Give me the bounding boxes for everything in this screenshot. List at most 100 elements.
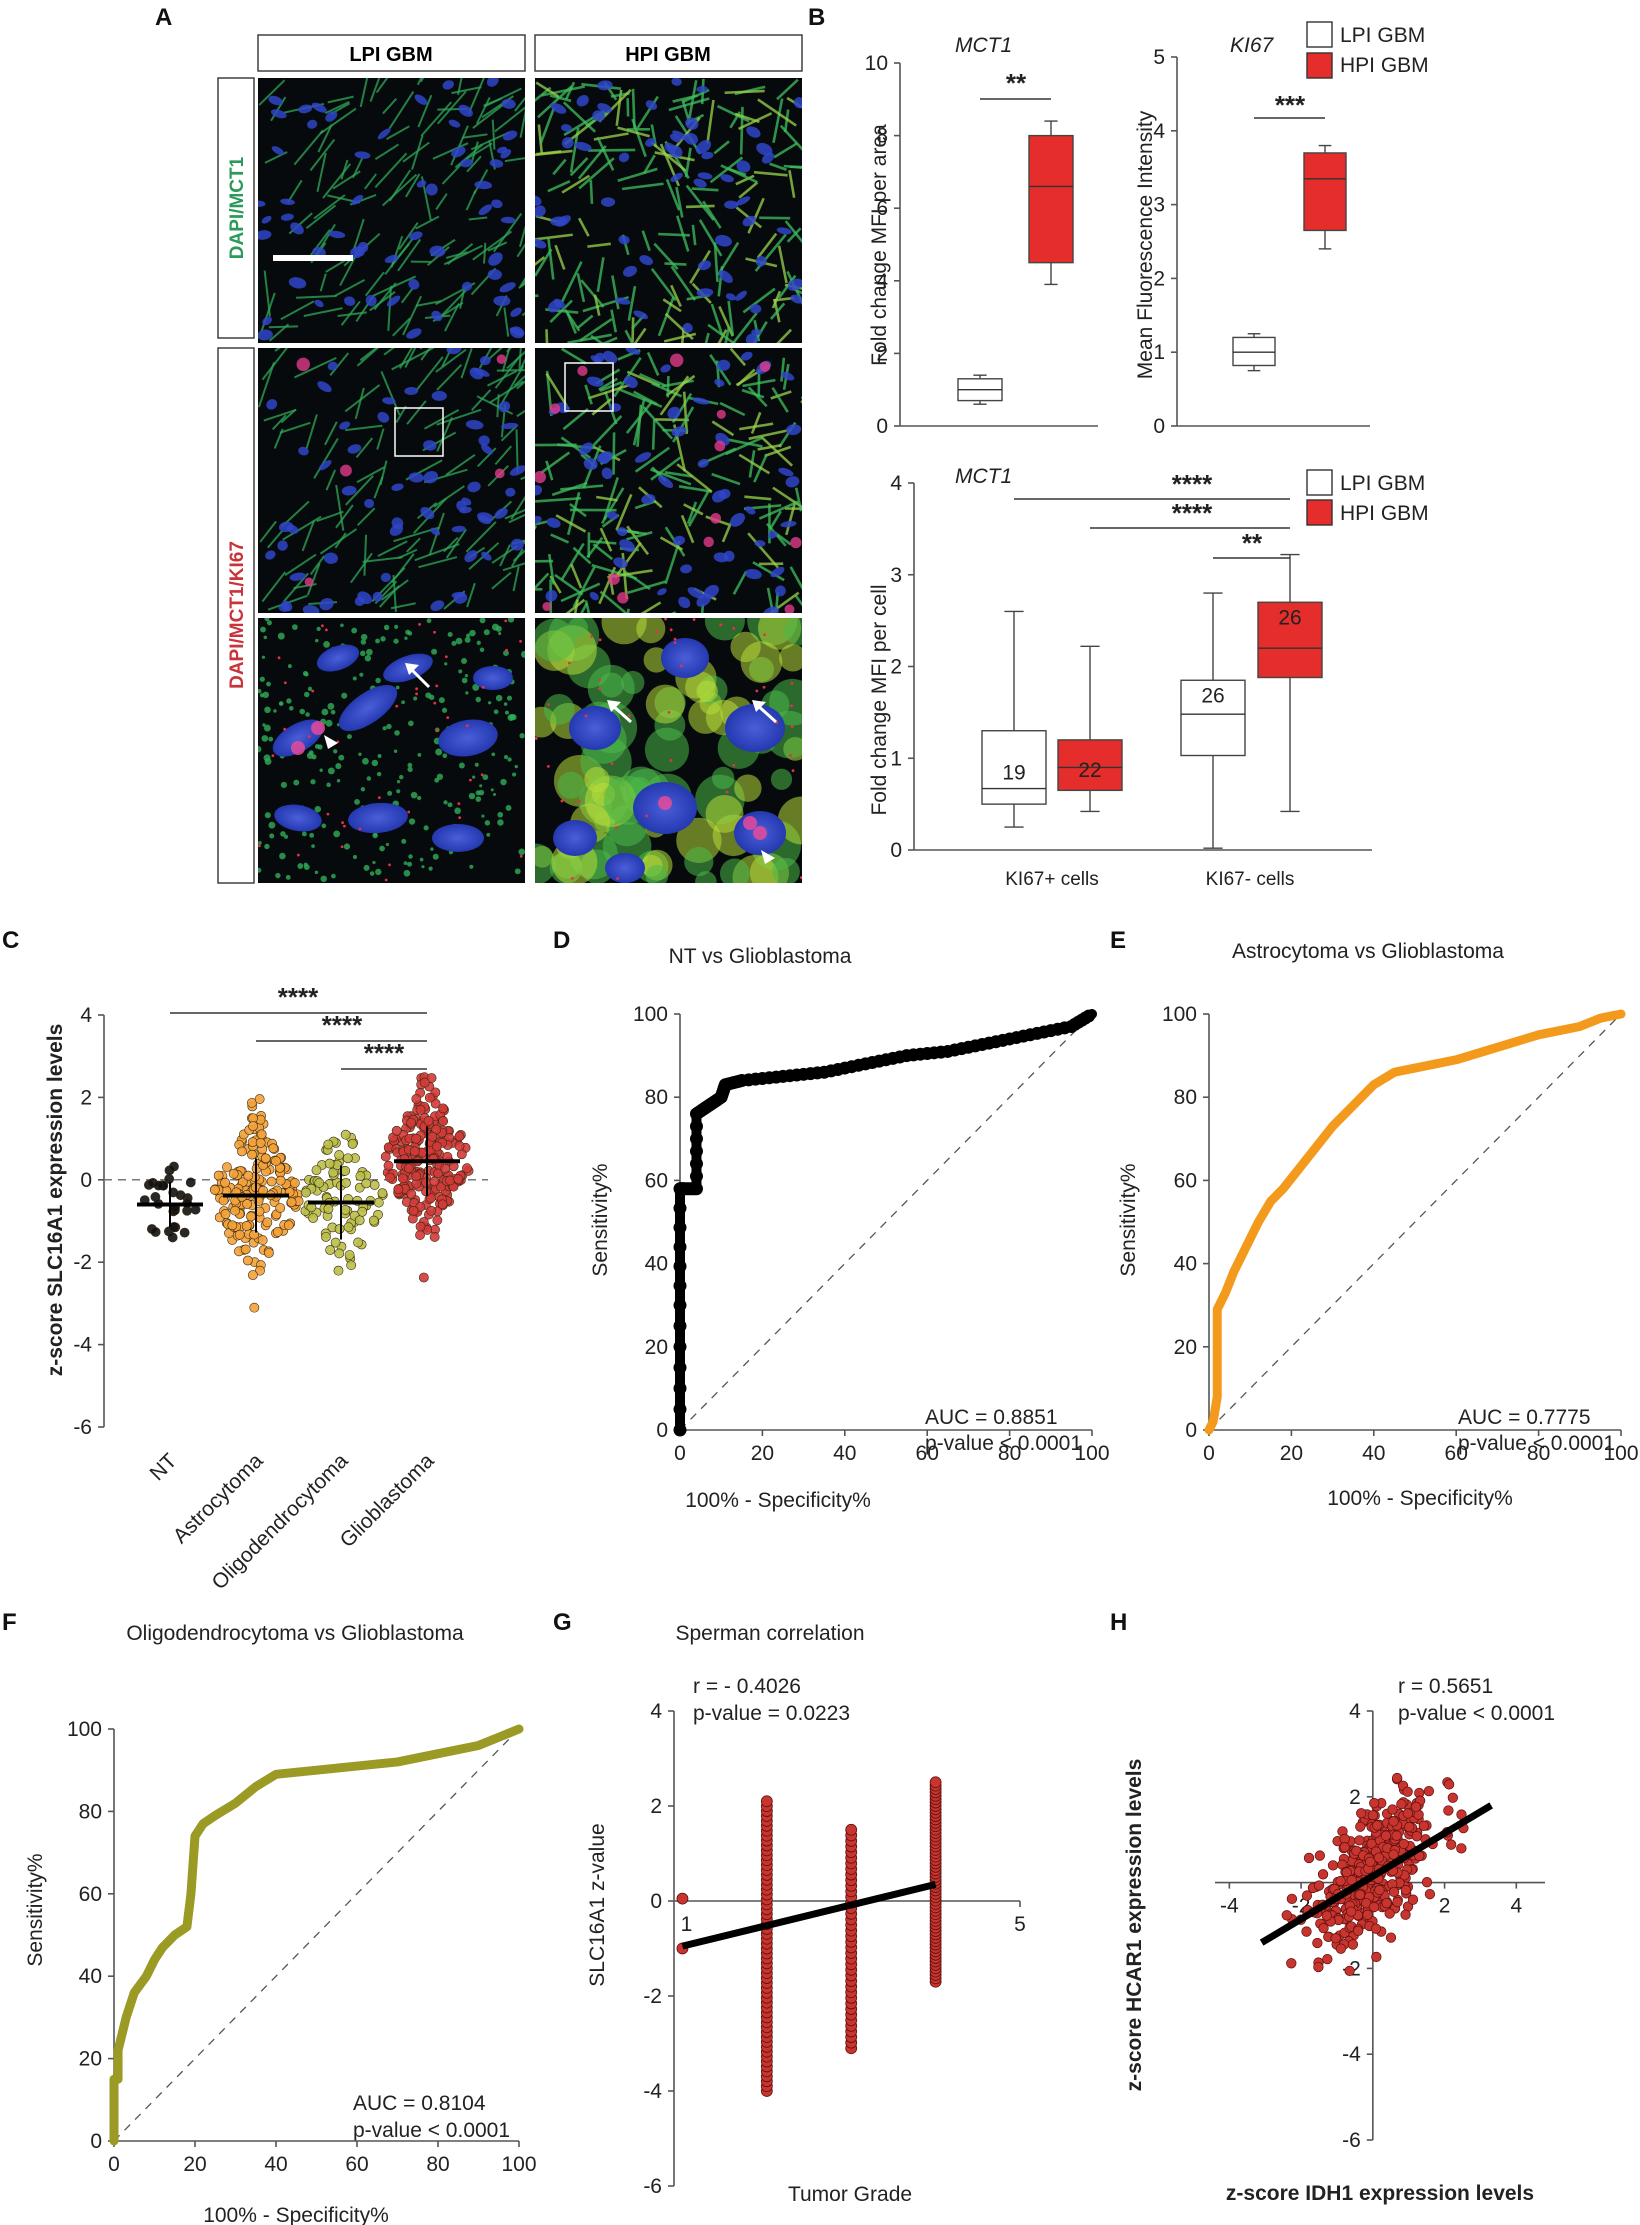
chart-b-bottom-lpi-1-box bbox=[1180, 679, 1246, 757]
nucleus bbox=[465, 420, 484, 430]
chart-g-y-tick-label: -2 bbox=[643, 1985, 662, 2008]
membrane-stain bbox=[384, 237, 414, 276]
membrane-stain bbox=[302, 670, 308, 676]
membrane-stain bbox=[680, 514, 695, 544]
membrane-stain bbox=[327, 767, 335, 775]
ki67-nucleus bbox=[617, 592, 629, 604]
chart-d-y-tick-label: 20 bbox=[645, 1336, 668, 1359]
chart-h-point bbox=[1303, 1852, 1315, 1864]
membrane-stain bbox=[617, 126, 651, 138]
chart-f-diagonal bbox=[113, 1728, 520, 2142]
legend-swatch-lpi-bottom bbox=[1306, 469, 1333, 496]
membrane-stain bbox=[344, 384, 381, 413]
membrane-stain bbox=[760, 436, 793, 467]
chart-b-tl-y-tick-label: 4 bbox=[876, 270, 888, 293]
membrane-stain bbox=[309, 555, 326, 575]
membrane-stain bbox=[366, 776, 372, 781]
chart-f-y-tick-label: 0 bbox=[90, 2130, 102, 2153]
chart-d-x-tick-label: 60 bbox=[916, 1442, 939, 1465]
chart-d-y-tick-label: 60 bbox=[645, 1169, 668, 1192]
membrane-stain bbox=[404, 636, 408, 640]
micrograph-content bbox=[258, 78, 525, 342]
nucleus bbox=[432, 824, 484, 852]
membrane-stain bbox=[345, 424, 383, 432]
chart-b-bottom-n-label: 26 bbox=[1201, 684, 1224, 707]
chart-f-y-tick-label: 20 bbox=[79, 2048, 102, 2071]
ki67-speck bbox=[655, 630, 659, 634]
membrane-stain bbox=[791, 287, 802, 295]
membrane-stain bbox=[383, 348, 395, 356]
membrane-stain bbox=[659, 536, 683, 551]
micrograph-grid bbox=[258, 78, 802, 883]
chart-c-point bbox=[268, 1143, 279, 1154]
membrane-stain bbox=[508, 513, 525, 524]
nucleus bbox=[692, 397, 710, 405]
membrane-stain bbox=[418, 556, 458, 569]
ki67-speck bbox=[790, 725, 794, 729]
nucleus bbox=[500, 216, 516, 224]
membrane-stain bbox=[757, 98, 797, 127]
membrane-stain bbox=[394, 624, 399, 629]
chart-h-point bbox=[1314, 1850, 1326, 1861]
membrane-stain bbox=[454, 143, 484, 169]
chart-h-x-tick-label: 4 bbox=[1510, 1895, 1522, 1918]
nucleus bbox=[682, 322, 693, 333]
chart-d-roc-point bbox=[673, 1259, 687, 1273]
chart-b-tl-significance: ** bbox=[1006, 68, 1027, 98]
ki67-nucleus bbox=[291, 741, 305, 755]
ki67-nucleus bbox=[703, 536, 714, 548]
ki67-speck bbox=[791, 769, 795, 772]
chart-c-point bbox=[301, 1187, 311, 1198]
nucleus bbox=[740, 351, 753, 361]
membrane-stain bbox=[756, 232, 778, 259]
ki67-speck bbox=[336, 740, 340, 744]
membrane-stain bbox=[417, 94, 433, 128]
membrane-stain bbox=[436, 416, 453, 452]
membrane-stain bbox=[535, 572, 550, 590]
membrane-stain bbox=[464, 674, 469, 678]
chart-c-point bbox=[325, 1245, 336, 1255]
chart-c-point bbox=[321, 1231, 331, 1242]
micrograph-content bbox=[258, 348, 525, 613]
chart-h-point bbox=[1407, 1894, 1419, 1905]
membrane-stain bbox=[638, 372, 667, 388]
membrane-stain bbox=[306, 563, 321, 596]
membrane-stain bbox=[309, 832, 315, 838]
membrane-stain bbox=[454, 807, 461, 815]
membrane-stain bbox=[535, 233, 573, 241]
membrane-stain bbox=[650, 124, 658, 148]
ki67-speck bbox=[388, 863, 391, 867]
nucleus bbox=[703, 584, 719, 599]
nucleus bbox=[545, 589, 558, 602]
chart-g-y-tick-label: -6 bbox=[643, 2175, 662, 2198]
nucleus bbox=[268, 95, 283, 106]
nucleus bbox=[298, 104, 313, 114]
chart-h-point bbox=[1423, 1786, 1435, 1797]
nucleus bbox=[586, 376, 604, 387]
membrane-stain bbox=[359, 650, 366, 657]
membrane-stain bbox=[587, 664, 635, 712]
ki67-nucleus bbox=[340, 464, 352, 477]
chart-h-point bbox=[1286, 1958, 1297, 1969]
nucleus bbox=[701, 151, 714, 160]
membrane-stain bbox=[382, 726, 387, 731]
chart-b-bottom-y-tick-label: 3 bbox=[890, 564, 902, 587]
chart-c-point bbox=[275, 1203, 286, 1213]
membrane-stain bbox=[800, 399, 802, 404]
membrane-stain bbox=[591, 563, 638, 580]
membrane-stain bbox=[507, 757, 512, 762]
chart-h-point bbox=[1392, 1896, 1403, 1908]
chart-h-point bbox=[1388, 1849, 1399, 1860]
ki67-nucleus bbox=[784, 604, 795, 613]
chart-c-point bbox=[240, 1244, 251, 1255]
nucleus bbox=[669, 133, 681, 143]
membrane-stain bbox=[487, 370, 518, 387]
chart-d-roc-point bbox=[689, 1144, 703, 1158]
membrane-stain bbox=[414, 543, 460, 562]
nucleus bbox=[510, 538, 524, 551]
nucleus bbox=[735, 196, 751, 206]
membrane-stain bbox=[730, 631, 761, 663]
membrane-stain bbox=[447, 802, 453, 808]
membrane-stain bbox=[636, 404, 643, 447]
membrane-stain bbox=[301, 831, 307, 837]
